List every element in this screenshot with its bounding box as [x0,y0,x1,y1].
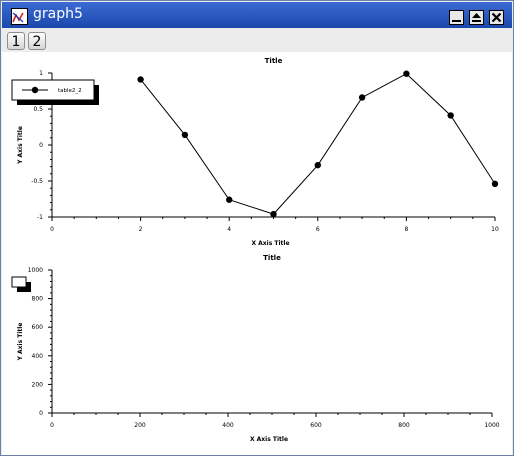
minimize-button[interactable] [449,10,464,25]
chart1-legend-label: table2_2 [58,88,82,94]
chart2-x-axis-label: X Axis Title [250,436,288,443]
charts-svg: Title 0 2 4 6 8 10 1 0.5 0 -0.5 -1 X Axis Title Y Axi… [11,57,500,443]
chart2-legend-box [11,276,27,288]
chart1-y-tick-label: -0.5 [31,178,43,185]
chart1-title: Title [265,57,283,65]
chart1-data-point [137,76,144,83]
chart1-x-axis-label: X Axis Title [251,240,289,247]
window-title: graph5 [33,6,83,22]
chart1-data-point [403,70,410,77]
chart2-x-tick-label: 1000 [484,422,499,429]
minimize-icon [452,20,461,22]
chart2-x-tick-label: 800 [398,422,410,429]
chart1-series-line [140,73,496,215]
chart1-y-tick-label: -1 [37,214,43,221]
chart2-x-tick-label: 0 [50,422,54,429]
graph-app-icon [11,8,28,25]
chart1-x-tick-label: 8 [404,226,408,233]
tab-2-button[interactable]: 2 [28,32,46,50]
chart2-y-tick-label: 1000 [28,267,43,274]
chart2-x-tick-label: 600 [310,422,322,429]
chart1-x-tick-label: 2 [139,226,143,233]
chart2-y-tick-label: 600 [32,324,44,331]
maximize-button[interactable] [469,10,484,25]
chart1-data-point [358,94,366,101]
chart1-y-tick-label: 1 [39,70,43,77]
chart1-y-tick-label: 0.5 [33,106,43,113]
close-icon [491,12,502,23]
chart1-legend-marker [31,86,39,94]
chart1-x-tick-label: 10 [491,226,499,233]
chart2-y-tick-label: 200 [32,381,44,388]
chart2-title: Title [263,254,281,262]
chart1-x-tick-label: 4 [227,226,231,233]
chart2-y-tick-label: 400 [32,353,44,360]
chart2-y-tick-label: 800 [32,296,44,303]
chart1-y-tick-label: 0 [39,142,43,149]
chart1-x-tick-label: 0 [50,226,54,233]
chart2-x-tick-label: 400 [222,422,234,429]
chart1-x-tick-label: 6 [316,226,320,233]
chart1-data-point [314,161,321,169]
plot-canvas: Title 0 2 4 6 8 10 1 0.5 0 -0.5 -1 X Axis Title Y Axi… [2,52,512,455]
close-button[interactable] [489,10,504,25]
maximize-icon [472,13,481,22]
tab-1-button[interactable]: 1 [7,32,25,50]
chart1-data-point [226,196,233,203]
chart1-legend-box [11,79,95,101]
title-bar[interactable]: graph5 [2,2,512,28]
chart2-y-axis-label: Y Axis Title [17,323,24,362]
chart1-y-axis-label: Y Axis Title [17,126,24,165]
chart2-y-tick-label: 0 [39,410,43,417]
chart1-data-point [491,180,499,188]
chart1-data-point [181,131,189,139]
chart1-data-point [270,210,277,218]
chart1-data-point [447,112,454,119]
chart2-x-tick-label: 200 [134,422,146,429]
